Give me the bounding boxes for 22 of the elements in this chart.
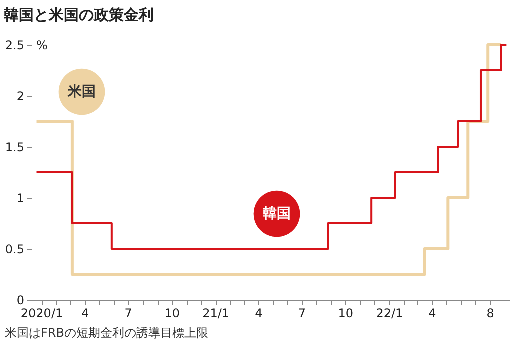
x-tick-label: 8: [486, 306, 494, 320]
series-label: 米国: [67, 84, 96, 100]
x-tick-label: 10: [164, 306, 180, 320]
y-axis-title: %: [36, 38, 48, 52]
x-tick-label: 22/1: [376, 306, 404, 320]
x-tick-label: 10: [338, 306, 354, 320]
x-tick-label: 7: [124, 306, 132, 320]
chart-title: 韓国と米国の政策金利: [4, 6, 154, 24]
y-tick-label: 1: [16, 192, 24, 206]
y-tick-label: 1.5: [5, 140, 24, 154]
series-label: 韓国: [263, 206, 291, 222]
y-tick-label: 2.5: [5, 38, 24, 52]
x-tick-label: 21/1: [202, 306, 230, 320]
x-tick-label: 4: [81, 306, 90, 320]
x-tick-label: 4: [255, 306, 263, 320]
y-tick-label: 0.5: [5, 242, 24, 256]
y-tick-label: 2: [16, 90, 24, 104]
x-tick-label: 2020/1: [20, 306, 64, 320]
x-tick-label: 4: [428, 306, 436, 320]
x-tick-label: 7: [298, 306, 306, 320]
text: 米国はFRBの短期金利の誘導目標上限: [5, 326, 208, 340]
y-tick-label: 0: [16, 294, 24, 308]
